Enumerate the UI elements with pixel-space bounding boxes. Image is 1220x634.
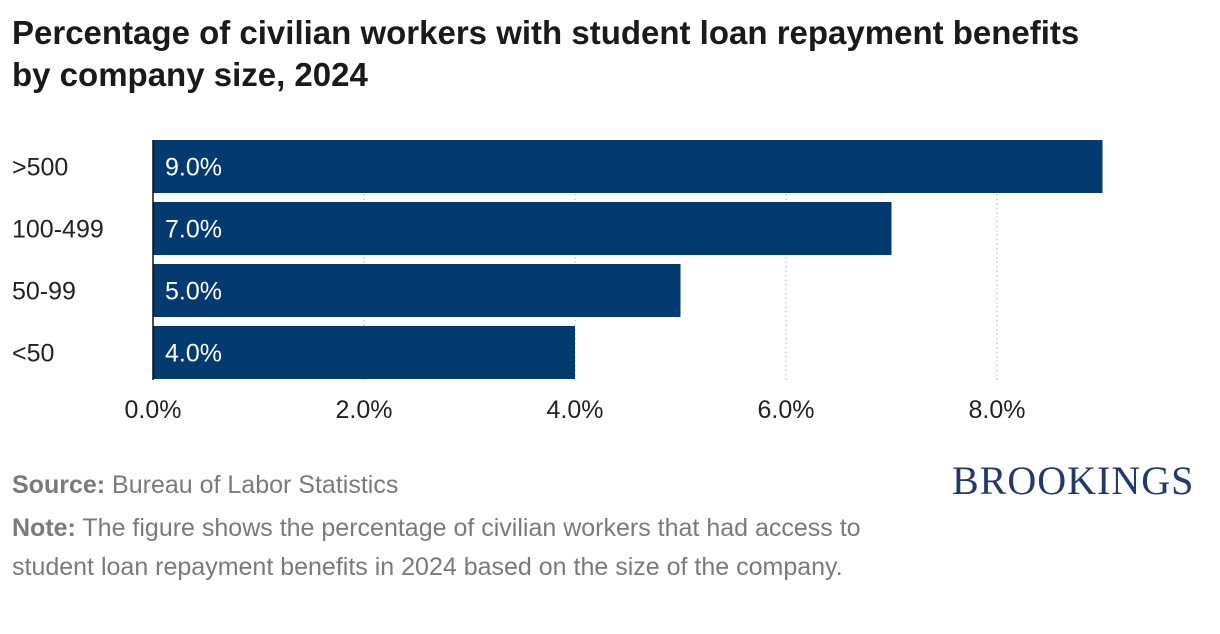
bar — [153, 140, 1103, 193]
value-label: 7.0% — [165, 216, 222, 244]
note-label: Note: — [12, 514, 76, 542]
category-label: <50 — [12, 340, 54, 368]
chart-title-line-1: Percentage of civilian workers with stud… — [12, 14, 1080, 51]
category-label: 50-99 — [12, 278, 76, 306]
note-line: Note: The figure shows the percentage of… — [12, 509, 892, 587]
chart-title-line-2: by company size, 2024 — [12, 56, 368, 93]
chart-title: Percentage of civilian workers with stud… — [12, 12, 1212, 96]
source-line: Source: Bureau of Labor Statistics — [12, 466, 892, 505]
x-tick-label: 0.0% — [125, 396, 182, 424]
brookings-logo: BROOKINGS — [952, 458, 1195, 503]
bar-chart: 0.0% 2.0% 4.0% 6.0% 8.0% >500 9.0% 100-499 7.0% 5… — [12, 140, 1103, 424]
bar-layer — [153, 140, 1103, 379]
value-label: 4.0% — [165, 340, 222, 368]
category-label: 100-499 — [12, 216, 104, 244]
x-tick-label: 6.0% — [758, 396, 815, 424]
x-tick-label: 2.0% — [336, 396, 393, 424]
source-text: Bureau of Labor Statistics — [112, 471, 399, 499]
note-text: The figure shows the percentage of civil… — [12, 514, 861, 581]
category-label: >500 — [12, 154, 68, 182]
chart-footer: Source: Bureau of Labor Statistics Note:… — [12, 466, 892, 587]
value-label: 9.0% — [165, 154, 222, 182]
source-label: Source: — [12, 471, 106, 499]
bar — [153, 264, 681, 317]
value-label: 5.0% — [165, 278, 222, 306]
x-tick-label: 8.0% — [969, 396, 1026, 424]
label-layer: 0.0% 2.0% 4.0% 6.0% 8.0% >500 9.0% 100-499 7.0% 5… — [12, 140, 1025, 424]
bar — [153, 202, 892, 255]
bar — [153, 326, 575, 379]
x-tick-label: 4.0% — [547, 396, 604, 424]
